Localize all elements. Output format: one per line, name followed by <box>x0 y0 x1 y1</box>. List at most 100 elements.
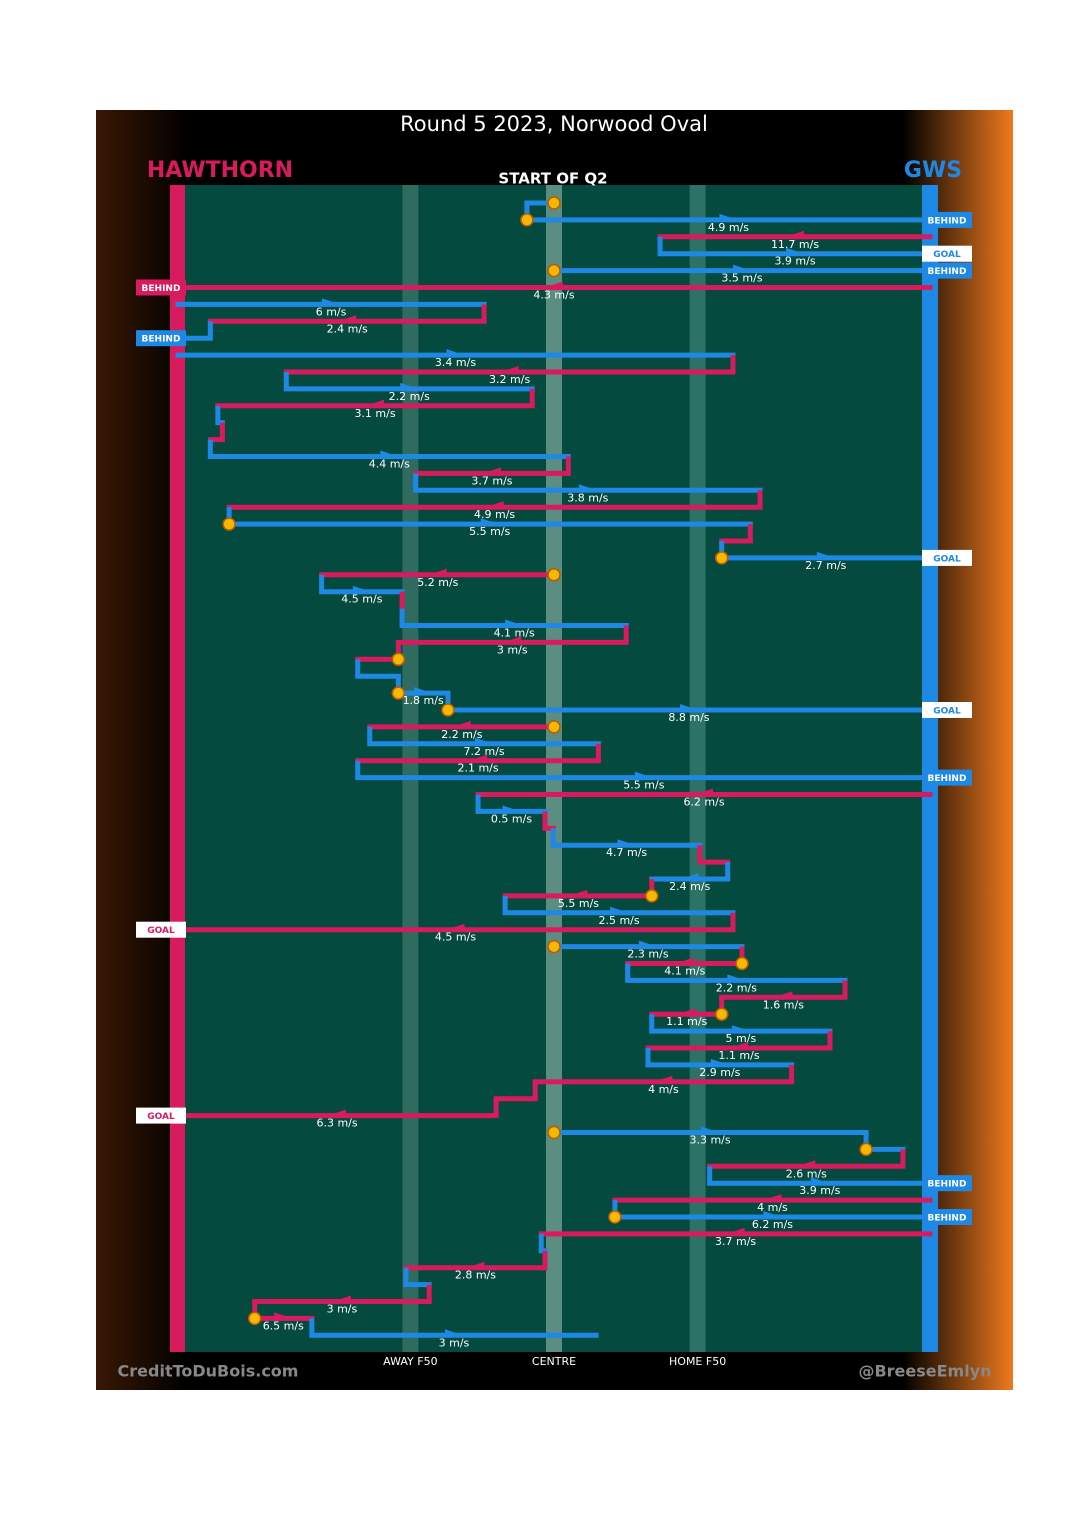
score-label: BEHIND <box>928 1180 967 1190</box>
arrow <box>332 1295 351 1303</box>
arrow <box>485 501 504 509</box>
arrow <box>482 467 501 475</box>
speed-label: 8.8 m/s <box>668 711 709 724</box>
score-box <box>922 1175 972 1192</box>
arrow <box>634 771 653 779</box>
speed-label: 2.3 m/s <box>627 948 668 961</box>
arrow <box>452 720 471 728</box>
arrow <box>617 839 636 847</box>
stoppage <box>547 1125 561 1140</box>
score-label: GOAL <box>933 250 961 260</box>
stoppage <box>859 1142 873 1157</box>
speed-label: 4 m/s <box>757 1201 788 1214</box>
speed-label: 3.5 m/s <box>721 272 762 285</box>
arrow <box>500 366 519 373</box>
speed-label: 2.6 m/s <box>786 1167 827 1180</box>
speed-label: 6.2 m/s <box>752 1218 793 1231</box>
score-label: GOAL <box>933 707 961 717</box>
arrow <box>733 264 751 272</box>
arrow <box>763 1194 782 1202</box>
speed-label: 2.4 m/s <box>327 322 368 335</box>
speed-label: 3.7 m/s <box>471 474 512 487</box>
arrow <box>414 687 433 695</box>
stoppage <box>222 517 236 531</box>
stoppage <box>547 939 561 954</box>
stoppage <box>735 956 749 971</box>
goal-bar <box>922 185 938 1352</box>
arrow <box>545 281 563 289</box>
speed-label: 6.5 m/s <box>263 1319 304 1332</box>
speed-label: 4.5 m/s <box>341 593 382 606</box>
score-box <box>922 549 972 566</box>
flow: 4.9 m/s 11.7 m/s 3.9 m/s 3.5 m/s 4.3 m/s 6 m/… <box>136 196 972 1349</box>
speed-label: 4.7 m/s <box>606 846 647 859</box>
arrow <box>729 1042 748 1049</box>
subtitle: START OF Q2 <box>498 170 607 188</box>
arrow <box>816 551 835 559</box>
stoppage <box>391 686 406 700</box>
speed-label: 1.8 m/s <box>403 694 444 707</box>
speed-label: 3 m/s <box>327 1303 358 1316</box>
field-line <box>402 185 419 1352</box>
speed-label: 1.6 m/s <box>763 998 804 1011</box>
arrow <box>726 1227 745 1235</box>
score-box <box>922 702 972 718</box>
speed-label: 4.9 m/s <box>708 221 749 234</box>
arrow <box>727 974 746 982</box>
arrow <box>680 873 699 880</box>
goal-bar <box>170 185 185 1352</box>
score-box <box>136 921 186 938</box>
speed-label: 2.8 m/s <box>455 1269 496 1282</box>
arrow <box>654 1075 673 1083</box>
stoppage <box>247 1311 262 1326</box>
stoppage <box>441 703 455 717</box>
arrow <box>786 247 805 255</box>
speed-label: 2.9 m/s <box>699 1066 740 1079</box>
score-box <box>922 1209 972 1225</box>
speed-label: 5.5 m/s <box>469 525 510 538</box>
arrow <box>797 1160 816 1168</box>
team-name: GWS <box>904 158 962 183</box>
speed-label: 2.2 m/s <box>389 390 430 403</box>
speed-label: 3.8 m/s <box>567 491 608 504</box>
stoppage <box>645 889 659 903</box>
arrow <box>444 1329 463 1337</box>
arrow <box>352 585 371 593</box>
arrow <box>578 484 597 492</box>
speed-label: 3.9 m/s <box>799 1184 840 1197</box>
speed-label: 4.5 m/s <box>435 931 476 944</box>
stoppage <box>714 551 729 565</box>
stoppage <box>547 568 561 582</box>
speed-label: 5.5 m/s <box>558 897 599 910</box>
stoppage <box>520 213 534 227</box>
credit: @BreeseEmlyn <box>858 1362 991 1381</box>
speed-label: 5 m/s <box>726 1032 757 1045</box>
speed-label: 1.1 m/s <box>718 1049 759 1062</box>
arrow <box>810 1177 829 1185</box>
x-tick-label: HOME F50 <box>669 1355 726 1368</box>
stoppage <box>391 652 406 667</box>
speed-label: 3.4 m/s <box>435 356 476 369</box>
arrow <box>446 923 465 931</box>
arrow <box>731 1025 750 1033</box>
score-label: GOAL <box>147 926 175 936</box>
speed-label: 11.7 m/s <box>771 238 819 251</box>
speed-label: 4 m/s <box>648 1083 679 1096</box>
speed-label: 3 m/s <box>497 643 528 656</box>
arrow <box>338 315 357 323</box>
speed-label: 6.2 m/s <box>683 796 724 809</box>
speed-label: 3.2 m/s <box>489 373 530 386</box>
score-box <box>922 769 972 786</box>
arrow <box>677 1008 696 1016</box>
score-label: GOAL <box>933 554 961 564</box>
score-box <box>922 211 972 228</box>
arrow <box>701 1126 720 1134</box>
arrow <box>400 382 419 390</box>
score-label: BEHIND <box>928 267 967 277</box>
speed-label: 3.1 m/s <box>354 407 395 420</box>
score-box <box>922 245 972 262</box>
speed-label: 4.1 m/s <box>664 965 705 978</box>
speed-label: 3.9 m/s <box>774 255 815 268</box>
chart-title: Round 5 2023, Norwood Oval <box>400 112 708 136</box>
